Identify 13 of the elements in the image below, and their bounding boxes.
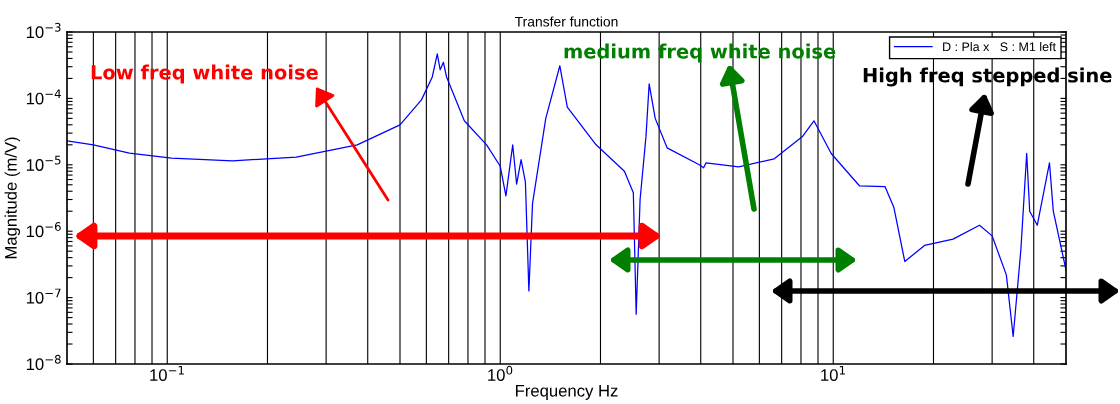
chart-title: Transfer function [514,16,618,27]
x-tick-label: 10$^{1}$ [821,365,845,381]
y-tick-label: 10$^{−7}$ [26,288,61,304]
y-tick-label: 10$^{−4}$ [26,89,61,105]
x-tick-label: 10$^{−1}$ [150,365,184,381]
y-tick-label: 10$^{−6}$ [26,222,61,238]
y-axis-title: Magnitude (m/V) [4,137,21,259]
x-axis-title: Frequency Hz [516,385,618,400]
legend-label: D : Pla x S : M1 left [943,42,1056,52]
y-tick-label: 10$^{−3}$ [26,22,61,39]
y-tick-label: 10$^{−5}$ [26,155,61,171]
x-tick-label: 10$^{0}$ [488,365,513,381]
y-tick-label: 10$^{−8}$ [26,354,61,371]
